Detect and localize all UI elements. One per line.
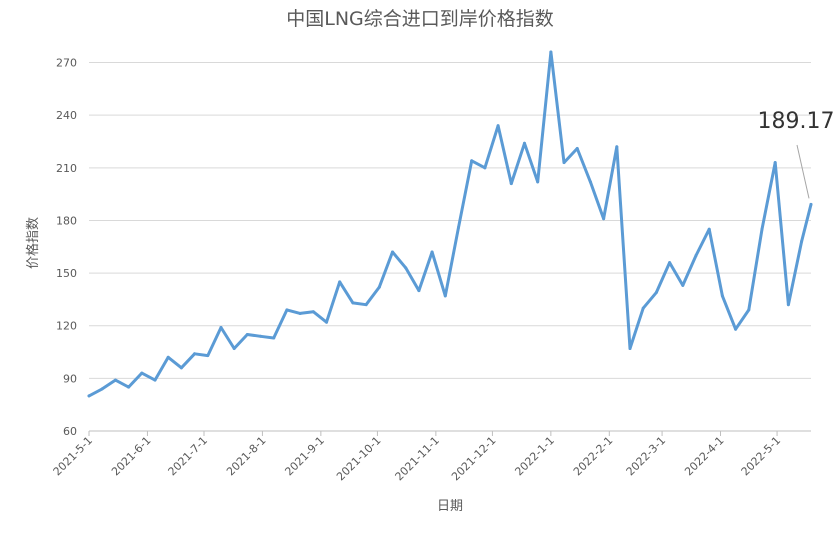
- data-point: [351, 301, 355, 305]
- x-tick-label: 2021-12-1: [449, 434, 498, 483]
- data-point: [522, 141, 526, 145]
- x-tick-label: 2022-4-1: [682, 434, 727, 479]
- data-point: [245, 333, 249, 336]
- data-point: [483, 166, 487, 170]
- data-point: [562, 161, 566, 165]
- y-tick-labels: 60 90 120 150 180 210 240 270: [56, 57, 77, 438]
- data-point: [338, 280, 342, 284]
- data-point: [285, 308, 289, 312]
- data-point: [259, 334, 263, 338]
- data-point: [773, 161, 777, 165]
- x-tick-label: 2022-1-1: [512, 434, 557, 479]
- data-point: [470, 159, 474, 163]
- y-tick-label: 90: [63, 372, 77, 385]
- x-tick-label: 2021-6-1: [109, 434, 154, 479]
- data-point: [615, 145, 619, 149]
- x-tick-labels: 2021-5-1 2021-6-1 2021-7-1 2021-8-1 2021-9-1…: [51, 431, 784, 483]
- data-point: [179, 366, 183, 370]
- x-tick-label: 2021-11-1: [393, 434, 442, 483]
- data-point: [786, 303, 790, 307]
- y-tick-label: 240: [56, 109, 77, 122]
- data-point: [193, 352, 197, 356]
- x-tick-label: 2022-5-1: [739, 434, 784, 479]
- data-point: [456, 225, 460, 229]
- data-point: [575, 147, 579, 151]
- chart-title: 中国LNG综合进口到岸价格指数: [286, 8, 554, 30]
- data-point: [364, 303, 368, 307]
- data-point: [311, 310, 315, 314]
- y-tick-label: 60: [63, 425, 77, 438]
- x-tick-label: 2022-3-1: [624, 434, 669, 479]
- series-line: [87, 50, 813, 398]
- x-tick-label: 2022-2-1: [571, 434, 616, 479]
- data-point: [654, 290, 658, 294]
- data-point: [443, 294, 447, 298]
- y-tick-label: 270: [56, 57, 77, 70]
- data-point: [747, 308, 751, 312]
- data-point: [232, 347, 236, 351]
- data-point: [325, 320, 329, 324]
- gridlines: [89, 62, 811, 432]
- data-point: [219, 325, 223, 329]
- data-point: [720, 294, 724, 298]
- series-layer: [87, 50, 813, 398]
- data-point: [641, 306, 645, 310]
- x-tick-label: 2021-7-1: [166, 434, 211, 479]
- data-point: [588, 180, 592, 184]
- data-point: [694, 254, 698, 258]
- data-point: [602, 217, 606, 221]
- data-point: [809, 202, 813, 206]
- data-point: [681, 283, 685, 287]
- y-tick-label: 180: [56, 214, 77, 227]
- data-point: [87, 394, 91, 398]
- data-point: [496, 124, 500, 128]
- data-point: [100, 387, 104, 391]
- y-axis-label: 价格指数: [25, 217, 41, 269]
- data-point: [549, 50, 553, 54]
- y-tick-label: 150: [56, 267, 77, 280]
- data-point: [127, 385, 131, 389]
- data-point: [734, 327, 738, 331]
- data-point: [707, 227, 711, 231]
- data-point: [509, 182, 513, 186]
- callout-value-label: 189.17: [758, 109, 835, 134]
- data-point: [113, 378, 117, 382]
- data-point: [760, 227, 764, 231]
- x-tick-label: 2021-9-1: [282, 434, 327, 479]
- x-tick-label: 2021-8-1: [224, 434, 269, 479]
- data-point: [391, 250, 395, 254]
- data-point: [166, 355, 170, 359]
- data-point: [800, 240, 804, 244]
- data-point: [628, 347, 632, 351]
- data-point: [417, 289, 421, 293]
- data-point: [430, 250, 434, 254]
- data-point: [140, 371, 144, 375]
- x-tick-label: 2021-10-1: [334, 434, 383, 483]
- data-point: [668, 261, 672, 265]
- y-tick-label: 210: [56, 162, 77, 175]
- data-point: [272, 336, 276, 340]
- data-point: [298, 311, 302, 315]
- callout-leader-line: [796, 144, 810, 199]
- x-tick-label: 2021-5-1: [51, 434, 96, 479]
- data-point: [404, 266, 408, 270]
- data-point: [536, 180, 540, 184]
- data-point: [377, 285, 381, 289]
- x-axis-label: 日期: [437, 499, 463, 514]
- data-point: [206, 354, 210, 358]
- data-point: [153, 378, 157, 382]
- y-tick-label: 120: [56, 320, 77, 333]
